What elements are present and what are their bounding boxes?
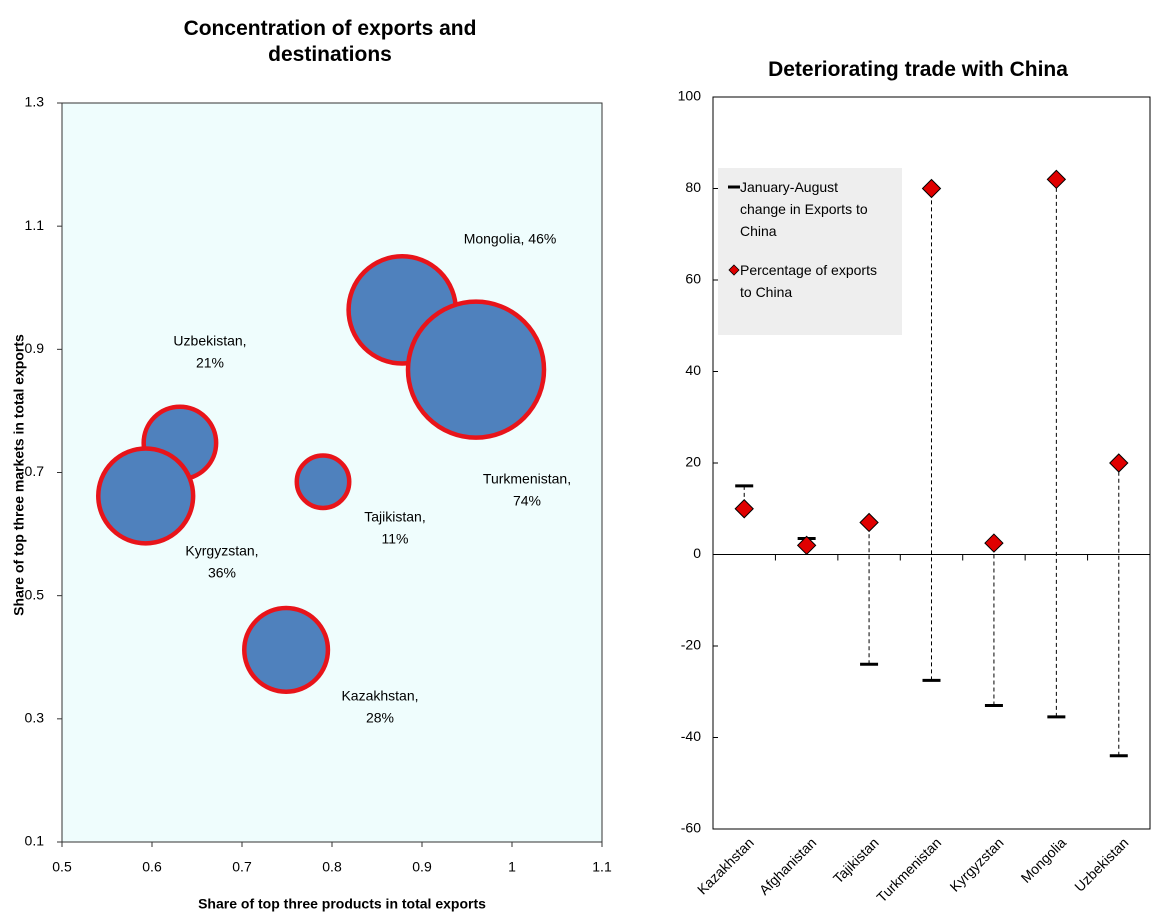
bubble-label: 74% <box>513 493 541 509</box>
x-tick-label: 0.7 <box>232 859 252 875</box>
diamond-marker <box>984 533 1004 553</box>
bubble-label: Turkmenistan, <box>483 471 571 487</box>
legend-label: Percentage of exports to China <box>740 262 877 300</box>
x-tick-label: 1.1 <box>592 859 612 875</box>
x-tick-label: 0.5 <box>52 859 72 875</box>
x-tick-label: 0.9 <box>412 859 432 875</box>
right-title: Deteriorating trade with China <box>768 58 1068 81</box>
x-axis-title: Share of top three products in total exp… <box>198 896 486 912</box>
legend-diamond <box>728 264 740 276</box>
y-tick-label: -60 <box>681 820 701 836</box>
y-tick-label: 1.1 <box>25 217 45 233</box>
bubble-label: Kazakhstan, <box>341 688 418 704</box>
x-tick-label: Turkmenistan <box>873 834 944 905</box>
diamond-marker <box>1046 169 1067 190</box>
x-tick-label: Tajikistan <box>830 834 882 886</box>
bubble-label: Tajikistan, <box>364 509 425 525</box>
bubble-label: 21% <box>196 355 224 371</box>
left-title: Concentration of exports and destination… <box>183 17 477 66</box>
y-tick-label: 40 <box>685 362 701 378</box>
bubble-label: Kyrgyzstan, <box>185 543 258 559</box>
x-tick-label: 0.8 <box>322 859 342 875</box>
y-tick-label: -20 <box>681 637 701 653</box>
y-tick-label: 0.5 <box>25 586 45 602</box>
y-tick-label: -40 <box>681 728 701 744</box>
diamond-marker <box>1109 453 1129 473</box>
y-tick-label: 0 <box>693 545 701 561</box>
bubble <box>96 446 196 546</box>
x-tick-label: Kyrgyzstan <box>946 834 1006 894</box>
y-tick-label: 0.1 <box>25 833 45 849</box>
bubble <box>405 299 547 440</box>
legend-dash <box>728 185 740 189</box>
diamond-marker <box>734 499 754 519</box>
x-tick-label: Mongolia <box>1018 834 1070 886</box>
y-axis-title: Share of top three markets in total expo… <box>11 334 27 616</box>
legend: January-August change in Exports to Chin… <box>718 168 902 335</box>
y-tick-label: 20 <box>685 454 701 470</box>
y-tick-label: 1.3 <box>25 94 45 110</box>
y-tick-label: 0.3 <box>25 710 45 726</box>
diamond-marker <box>859 512 879 533</box>
x-tick-label: Kazakhstan <box>694 834 757 897</box>
y-tick-label: 0.7 <box>25 463 45 479</box>
x-tick-label: Afghanistan <box>756 834 820 898</box>
bubble-label: 28% <box>366 710 394 726</box>
legend-label: January-August change in Exports to Chin… <box>740 179 868 239</box>
diamond-marker <box>796 535 817 556</box>
y-tick-label: 0.9 <box>25 340 45 356</box>
bubble-label: 11% <box>382 531 409 547</box>
bubble-label: Mongolia, 46% <box>464 231 557 247</box>
bubble <box>242 605 331 694</box>
y-tick-label: 100 <box>678 88 702 104</box>
x-tick-label: 1 <box>508 859 516 875</box>
diamond-marker <box>921 178 942 199</box>
x-tick-label: 0.6 <box>142 859 162 875</box>
y-tick-label: 60 <box>685 271 701 287</box>
bubble-label: 36% <box>208 565 236 581</box>
bubble <box>294 453 352 511</box>
y-tick-label: 80 <box>685 179 701 195</box>
bubble-label: Uzbekistan, <box>173 333 246 349</box>
x-tick-label: Uzbekistan <box>1071 834 1131 894</box>
